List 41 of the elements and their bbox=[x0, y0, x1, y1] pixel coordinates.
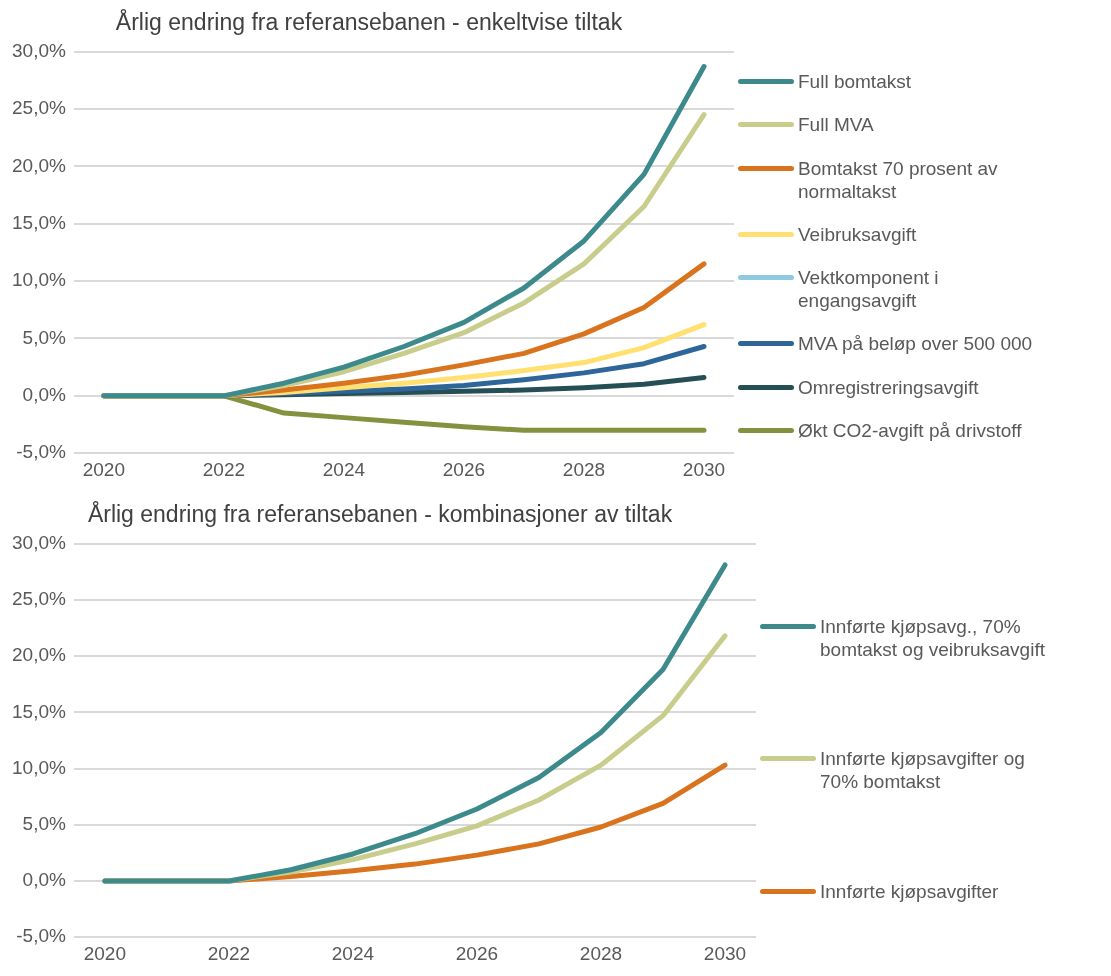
legend-label: Vektkomponent i engangsavgift bbox=[798, 266, 940, 313]
y-tick-label: 0,0% bbox=[22, 869, 66, 891]
x-tick-label: 2028 bbox=[562, 458, 606, 480]
legend-label: Full MVA bbox=[798, 113, 874, 137]
y-tick-label: 15,0% bbox=[12, 211, 66, 233]
y-tick-label: 25,0% bbox=[12, 588, 66, 610]
x-tick-label: 2020 bbox=[83, 942, 127, 964]
y-tick-label: 20,0% bbox=[12, 154, 66, 176]
legend-label: Veibruksavgift bbox=[798, 222, 917, 246]
x-tick-label: 2030 bbox=[703, 942, 747, 964]
y-tick-label: 0,0% bbox=[22, 384, 66, 406]
x-tick-label: 2028 bbox=[579, 942, 623, 964]
legend-label: Omregistreringsavgift bbox=[798, 375, 979, 399]
y-tick-label: 30,0% bbox=[12, 531, 66, 553]
legend-label: Full bomtakst bbox=[798, 70, 911, 94]
x-tick-label: 2024 bbox=[331, 942, 375, 964]
chart-title: Årlig endring fra referansebanen - enkeltvise tiltak bbox=[115, 8, 623, 36]
x-tick-label: 2024 bbox=[322, 458, 366, 480]
x-tick-label: 2022 bbox=[202, 458, 246, 480]
y-tick-label: 25,0% bbox=[12, 97, 66, 119]
legend-label: MVA på beløp over 500 000 bbox=[798, 332, 1033, 356]
x-tick-label: 2030 bbox=[682, 458, 726, 480]
y-tick-label: 5,0% bbox=[22, 812, 66, 834]
y-tick-label: 5,0% bbox=[22, 326, 66, 348]
y-tick-label: -5,0% bbox=[16, 925, 66, 947]
x-tick-label: 2026 bbox=[442, 458, 486, 480]
legend-label: Bomtakst 70 prosent av normaltakst bbox=[798, 156, 999, 203]
y-tick-label: 20,0% bbox=[12, 644, 66, 666]
x-tick-label: 2022 bbox=[207, 942, 251, 964]
legend-label: Økt CO2-avgift på drivstoff bbox=[798, 418, 1022, 442]
y-tick-label: 10,0% bbox=[12, 269, 66, 291]
legend-label: Innførte kjøpsavgifter bbox=[820, 879, 999, 903]
legend-label: Innførte kjøpsavg., 70% bomtakst og veibruksavgift bbox=[820, 615, 1046, 662]
x-tick-label: 2026 bbox=[455, 942, 499, 964]
y-tick-label: 30,0% bbox=[12, 39, 66, 61]
y-tick-label: -5,0% bbox=[16, 441, 66, 463]
chart-title: Årlig endring fra referansebanen - kombinasjoner av tiltak bbox=[87, 500, 673, 528]
legend-label: Innførte kjøpsavgifter og 70% bomtakst bbox=[820, 747, 1026, 794]
x-tick-label: 2020 bbox=[82, 458, 126, 480]
y-tick-label: 10,0% bbox=[12, 756, 66, 778]
y-tick-label: 15,0% bbox=[12, 700, 66, 722]
